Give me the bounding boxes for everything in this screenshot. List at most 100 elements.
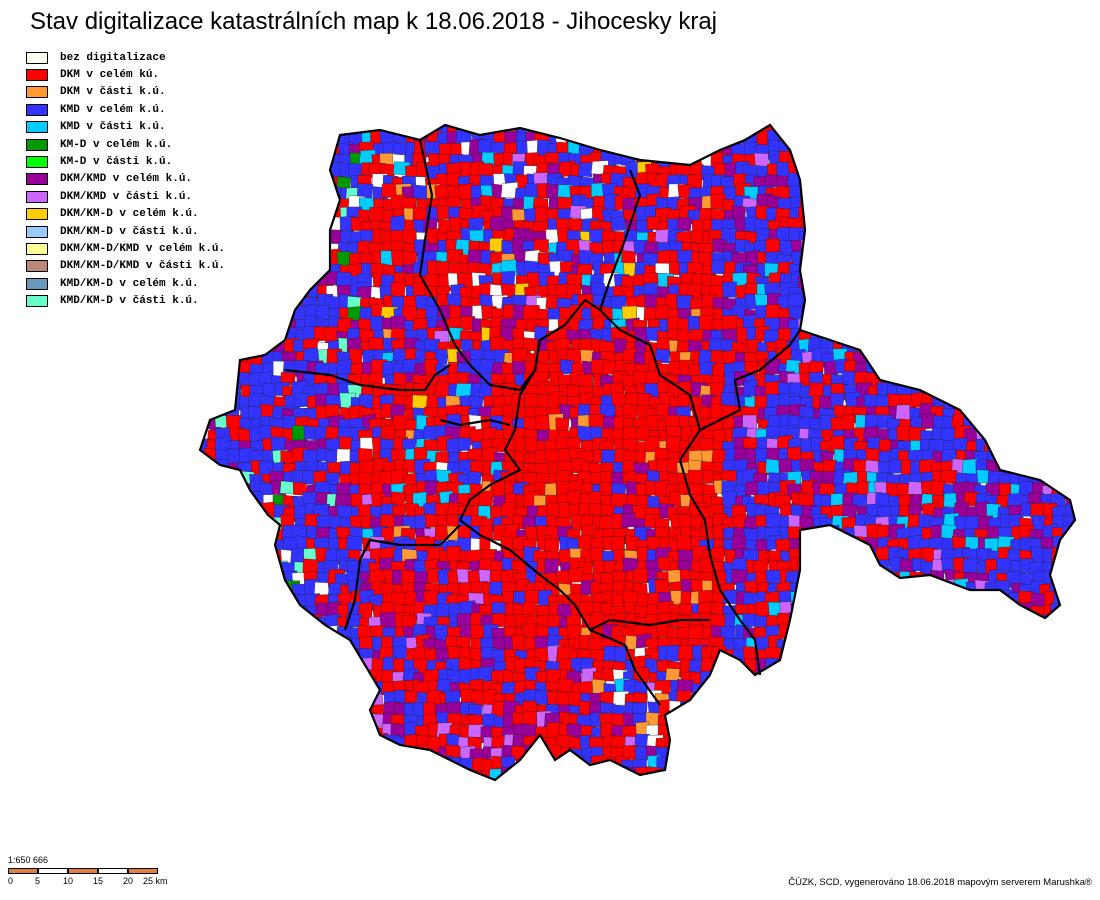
cadastral-area[interactable] [1077, 327, 1093, 342]
cadastral-area[interactable] [336, 724, 354, 741]
cadastral-area[interactable] [975, 199, 992, 214]
cadastral-area[interactable] [1064, 359, 1081, 377]
cadastral-area[interactable] [999, 413, 1015, 430]
cadastral-area[interactable] [1031, 659, 1050, 677]
cadastral-area[interactable] [357, 183, 374, 199]
cadastral-area[interactable] [898, 348, 915, 365]
cadastral-area[interactable] [281, 218, 298, 234]
cadastral-area[interactable] [745, 737, 761, 751]
cadastral-area[interactable] [978, 174, 995, 189]
cadastral-area[interactable] [997, 667, 1014, 683]
cadastral-area[interactable] [257, 624, 275, 641]
cadastral-area[interactable] [820, 637, 837, 652]
cadastral-area[interactable] [304, 241, 320, 257]
cadastral-area[interactable] [888, 776, 904, 792]
cadastral-area[interactable] [335, 701, 352, 716]
cadastral-area[interactable] [985, 251, 1003, 268]
cadastral-area[interactable] [765, 692, 783, 709]
cadastral-area[interactable] [227, 195, 245, 212]
cadastral-area[interactable] [731, 535, 747, 551]
cadastral-area[interactable] [964, 713, 981, 729]
cadastral-area[interactable] [930, 293, 944, 309]
cadastral-area[interactable] [414, 118, 430, 134]
cadastral-area[interactable] [830, 570, 847, 588]
cadastral-area[interactable] [743, 760, 757, 777]
cadastral-area[interactable] [1061, 701, 1079, 715]
cadastral-area[interactable] [524, 393, 539, 408]
cadastral-area[interactable] [206, 733, 225, 751]
cadastral-area[interactable] [984, 594, 1000, 610]
cadastral-area[interactable] [302, 757, 319, 772]
cadastral-area[interactable] [260, 283, 275, 300]
cadastral-area[interactable] [785, 747, 802, 761]
cadastral-area[interactable] [952, 374, 968, 391]
cadastral-area[interactable] [801, 176, 817, 191]
cadastral-area[interactable] [217, 525, 234, 542]
cadastral-area[interactable] [808, 264, 826, 280]
cadastral-area[interactable] [996, 187, 1014, 203]
cadastral-area[interactable] [283, 127, 301, 143]
cadastral-area[interactable] [931, 163, 949, 181]
cadastral-area[interactable] [974, 747, 992, 763]
cadastral-area[interactable] [995, 755, 1012, 770]
cadastral-area[interactable] [953, 210, 970, 226]
cadastral-area[interactable] [282, 733, 298, 749]
cadastral-area[interactable] [623, 778, 641, 793]
cadastral-area[interactable] [818, 735, 834, 751]
cadastral-area[interactable] [701, 130, 716, 145]
cadastral-area[interactable] [1031, 360, 1049, 376]
cadastral-area[interactable] [922, 141, 937, 159]
cadastral-area[interactable] [249, 549, 267, 567]
cadastral-area[interactable] [918, 165, 934, 181]
cadastral-area[interactable] [318, 701, 334, 717]
cadastral-area[interactable] [910, 737, 928, 754]
cadastral-area[interactable] [394, 781, 410, 796]
cadastral-area[interactable] [1062, 407, 1077, 423]
cadastral-area[interactable] [854, 262, 868, 280]
cadastral-area[interactable] [944, 381, 960, 396]
cadastral-area[interactable] [853, 307, 870, 325]
cadastral-area[interactable] [917, 714, 935, 731]
cadastral-area[interactable] [272, 139, 290, 156]
cadastral-area[interactable] [1073, 374, 1090, 390]
cadastral-area[interactable] [415, 777, 430, 794]
cadastral-area[interactable] [271, 315, 287, 332]
cadastral-area[interactable] [922, 330, 939, 347]
cadastral-area[interactable] [898, 755, 915, 770]
cadastral-area[interactable] [809, 528, 826, 545]
cadastral-area[interactable] [240, 595, 257, 611]
cadastral-area[interactable] [1018, 342, 1035, 358]
cadastral-area[interactable] [985, 172, 1002, 189]
cadastral-area[interactable] [1019, 415, 1036, 432]
cadastral-area[interactable] [885, 284, 901, 301]
cadastral-area[interactable] [1030, 627, 1047, 644]
cadastral-area[interactable] [830, 595, 846, 611]
cadastral-area[interactable] [208, 722, 224, 739]
cadastral-area[interactable] [197, 304, 213, 322]
cadastral-area[interactable] [911, 162, 927, 179]
cadastral-area[interactable] [974, 239, 991, 254]
cadastral-area[interactable] [1063, 207, 1079, 224]
cadastral-area[interactable] [807, 309, 824, 323]
cadastral-area[interactable] [900, 152, 917, 168]
cadastral-area[interactable] [1076, 419, 1089, 433]
cadastral-area[interactable] [383, 757, 398, 775]
cadastral-area[interactable] [910, 284, 927, 301]
cadastral-area[interactable] [314, 198, 332, 214]
cadastral-area[interactable] [193, 251, 211, 268]
cadastral-area[interactable] [865, 219, 882, 237]
cadastral-area[interactable] [1021, 781, 1035, 795]
cadastral-area[interactable] [236, 769, 253, 785]
cadastral-area[interactable] [305, 636, 321, 653]
cadastral-area[interactable] [207, 129, 224, 145]
cadastral-area[interactable] [1017, 228, 1034, 242]
cadastral-area[interactable] [856, 602, 871, 620]
cadastral-area[interactable] [215, 603, 229, 619]
cadastral-area[interactable] [213, 669, 231, 684]
cadastral-area[interactable] [1017, 682, 1032, 698]
cadastral-area[interactable] [1017, 711, 1033, 728]
cadastral-area[interactable] [1060, 603, 1077, 620]
cadastral-area[interactable] [966, 285, 983, 302]
cadastral-area[interactable] [984, 120, 1001, 135]
cadastral-area[interactable] [921, 293, 936, 310]
